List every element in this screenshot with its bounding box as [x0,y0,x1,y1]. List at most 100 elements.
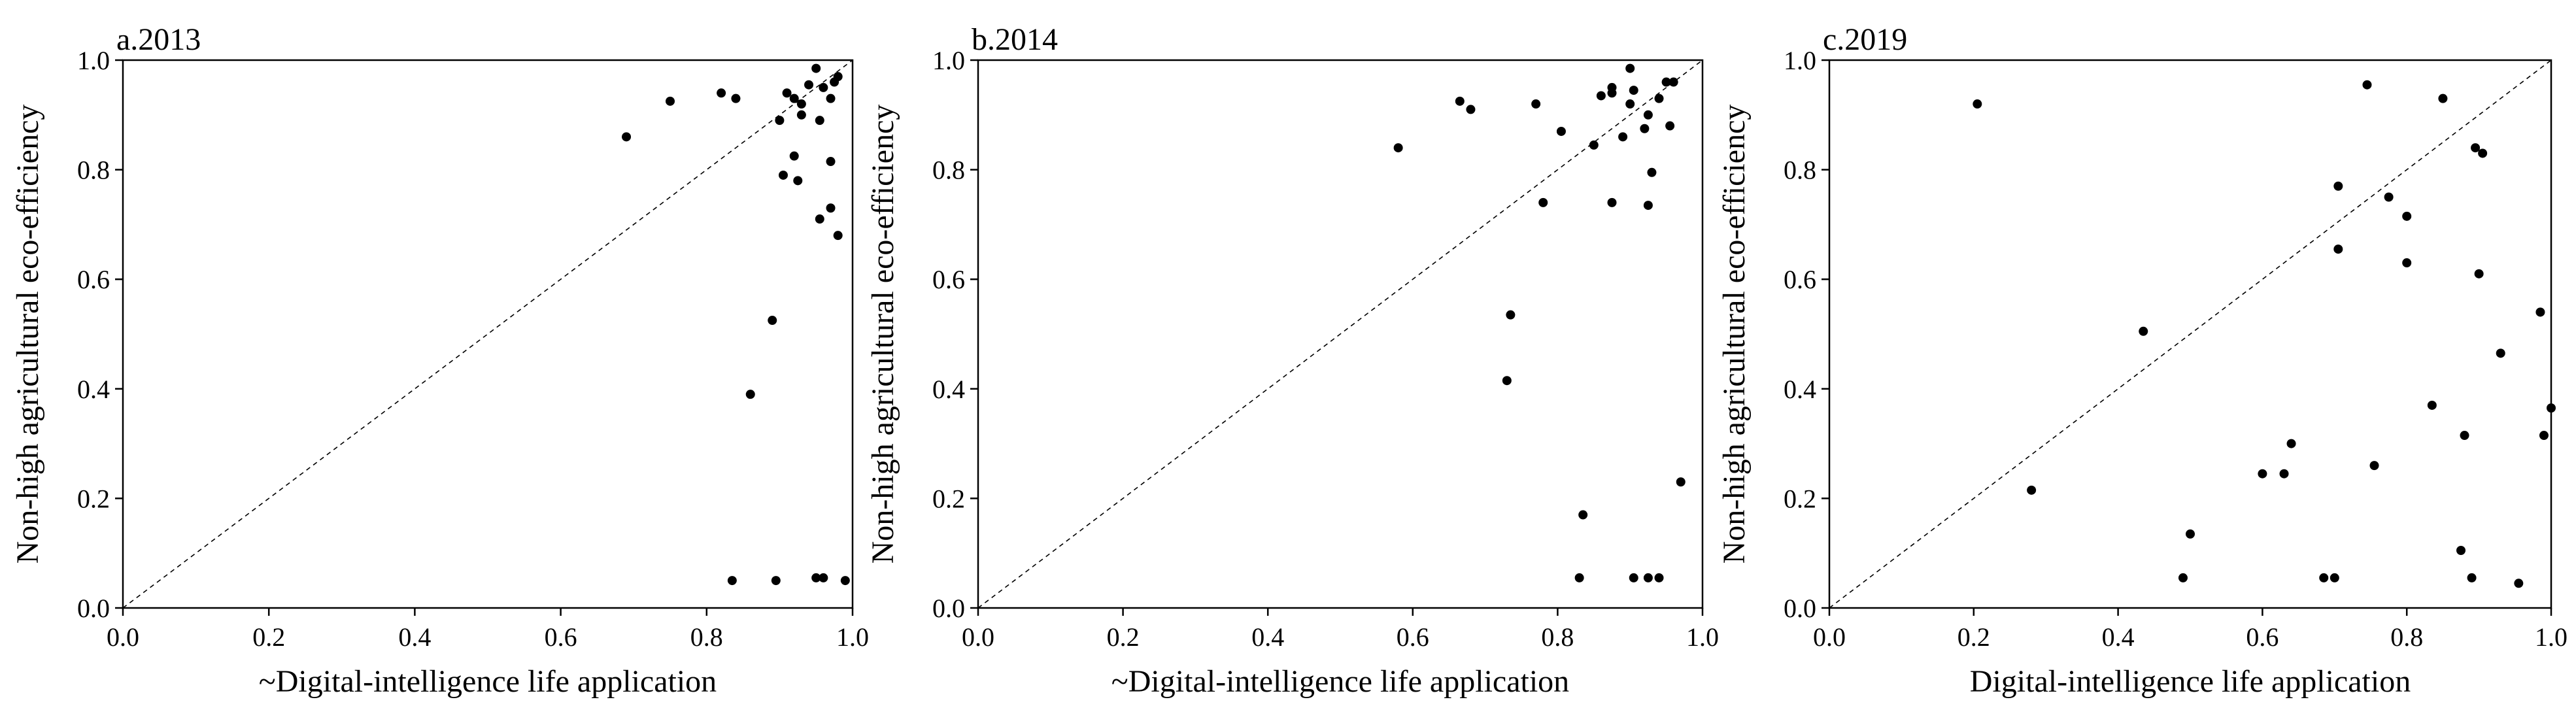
data-point [2402,258,2412,268]
data-point [622,132,632,142]
y-axis-label: Non-high agricultural eco-efficiency [10,105,45,564]
plot-frame [122,59,854,609]
diagonal-reference-line [1829,59,2552,609]
y-axis-label: Non-high agricultural eco-efficiency [1717,105,1752,564]
panel-c: 0.0 0.2 0.4 0.6 0.8 1.00.00.20.40.60.81.0c.20… [1717,22,2568,699]
y-tick-label: 0.4 [1784,375,1816,404]
data-point [2333,181,2343,191]
y-tick-label: 0.0 [77,594,110,623]
y-tick-label: 0.6 [1784,265,1816,294]
data-point [796,99,806,109]
data-point [2330,573,2339,582]
data-point [745,390,755,399]
y-tick-label: 0.0 [1784,594,1816,623]
data-point [782,88,792,98]
data-point [2279,469,2289,479]
x-tick-label: 0.4 [2102,622,2135,652]
data-point [1607,82,1617,92]
y-tick-label: 1.0 [932,46,965,75]
data-point [1625,63,1635,73]
data-point [826,93,836,103]
data-point [2258,469,2267,479]
data-point [804,80,814,90]
data-point [2460,431,2469,441]
x-tick-label: 0.6 [1397,622,1429,652]
data-point [1629,573,1638,582]
x-axis-label: ~Digital-intelligence life application [259,664,717,699]
data-point [815,116,824,126]
data-point [1455,96,1465,106]
panel-title: b.2014 [972,22,1058,57]
y-tick-label: 0.6 [932,265,965,294]
data-point [2478,148,2488,158]
y-tick-label: 1.0 [1784,46,1816,75]
x-tick-label: 0.4 [1251,622,1284,652]
x-tick-label: 0.0 [1813,622,1846,652]
y-tick-label: 1.0 [77,46,110,75]
y-tick-label: 0.8 [77,156,110,185]
data-point [2535,307,2545,317]
data-point [1643,201,1653,210]
y-tick-label: 0.6 [77,265,110,294]
data-point [2547,403,2556,413]
data-point [811,573,821,582]
data-point [727,576,737,586]
panel-title: a.2013 [116,22,201,57]
data-point [771,576,781,586]
y-axis-label: Non-high agricultural eco-efficiency [866,105,900,564]
x-tick-label: 1.0 [2535,622,2568,652]
data-point [1596,91,1606,101]
data-point [2384,192,2394,202]
data-point [2319,573,2329,582]
data-point [666,96,675,106]
y-tick-label: 0.8 [1784,156,1816,185]
data-point [1578,510,1588,520]
x-tick-label: 0.8 [1541,622,1574,652]
diagonal-reference-line [122,59,853,609]
data-point [1629,86,1638,95]
x-tick-label: 1.0 [1686,622,1719,652]
y-tick-label: 0.2 [77,484,110,513]
data-point [1502,376,1512,386]
data-point [1618,132,1628,142]
data-point [1654,573,1664,582]
data-point [1665,121,1675,131]
diagonal-reference-line [977,59,1703,609]
x-tick-label: 0.2 [1957,622,1990,652]
data-point [2471,143,2481,153]
data-point [1640,124,1650,133]
data-point [2539,431,2549,441]
data-point [2456,546,2466,556]
data-point [1393,143,1403,153]
x-axis-label: Digital-intelligence life application [1970,664,2411,699]
data-point [2369,461,2379,471]
y-tick-label: 0.0 [932,594,965,623]
data-point [833,231,843,241]
data-point [1538,197,1548,207]
data-point [717,88,726,98]
data-point [789,93,799,103]
panel-title: c.2019 [1823,22,1907,57]
y-tick-label: 0.4 [932,375,965,404]
data-point [2438,93,2448,103]
x-tick-label: 0.8 [2390,622,2423,652]
x-axis-label: ~Digital-intelligence life application [1111,664,1569,699]
data-point [793,176,803,186]
data-point [2467,573,2477,582]
data-point [1574,573,1584,582]
x-tick-label: 0.2 [1107,622,1140,652]
data-point [1607,197,1617,207]
data-point [2333,244,2343,254]
data-point [2514,579,2524,588]
y-tick-label: 0.2 [1784,484,1816,513]
data-point [2362,80,2372,90]
plot-frame [977,59,1704,609]
x-tick-label: 0.2 [252,622,285,652]
data-point [826,157,836,167]
data-point [2139,326,2148,336]
data-point [789,151,799,161]
data-point [2474,269,2484,278]
data-point [1647,167,1657,177]
data-point [778,170,788,180]
